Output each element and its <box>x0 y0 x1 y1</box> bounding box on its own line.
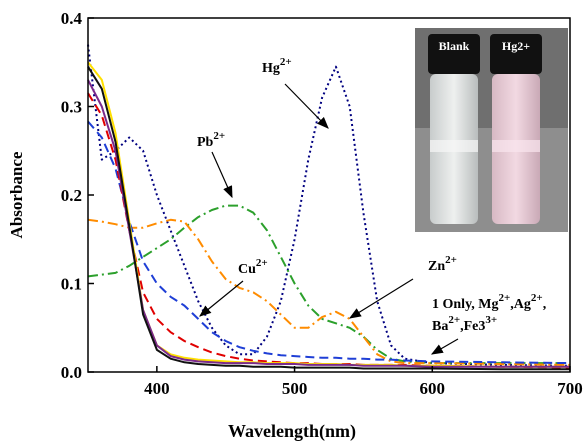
annotation-arrows <box>199 83 459 355</box>
annotation-text: , <box>543 297 547 312</box>
annotation: 1 Only, Mg2+,Ag2+, <box>432 292 546 312</box>
annotation: Zn2+ <box>428 254 457 274</box>
x-tick-label: 600 <box>420 379 446 398</box>
annotation-text: Hg <box>262 61 280 76</box>
series-line <box>87 79 570 368</box>
annotation-superscript: 2+ <box>213 130 225 142</box>
y-tick-label: 0.2 <box>61 186 82 205</box>
annotation: Ba2+,Fe33+ <box>432 314 497 334</box>
series-line <box>87 44 571 367</box>
x-tick-label: 400 <box>144 379 170 398</box>
series-line <box>87 204 570 365</box>
annotation-text: ,Ag <box>510 297 531 312</box>
series-line <box>87 218 571 366</box>
annotation-text: Ba <box>432 319 448 334</box>
arrow <box>211 151 233 199</box>
y-tick-label: 0.3 <box>61 98 82 117</box>
vial-cap <box>428 34 480 74</box>
x-tick-label: 500 <box>282 379 308 398</box>
annotation-text: 1 Only, Mg <box>432 297 499 312</box>
annotation: Hg2+ <box>262 56 292 76</box>
y-tick-label: 0.0 <box>61 363 82 382</box>
vial-glare <box>430 140 478 152</box>
annotation-superscript: 3+ <box>485 314 497 326</box>
annotation-text: Zn <box>428 259 445 274</box>
inset-photo: Blank Hg2+ <box>415 28 568 232</box>
annotation-text: Pb <box>197 135 214 150</box>
inset-label: Blank <box>439 39 470 53</box>
inset-label: Hg2+ <box>502 39 530 53</box>
annotation-text: ,Fe3 <box>460 319 485 334</box>
y-tick-label: 0.4 <box>61 9 83 28</box>
y-axis-title: Absorbance <box>7 151 26 238</box>
y-tick-label: 0.1 <box>61 275 82 294</box>
arrow <box>284 83 329 129</box>
annotation-superscript: 2+ <box>531 292 543 304</box>
annotation-superscript: 2+ <box>448 314 460 326</box>
arrow <box>199 280 244 317</box>
series-line <box>87 66 570 371</box>
arrow <box>348 278 414 319</box>
arrow <box>430 338 459 355</box>
annotation: Pb2+ <box>197 130 225 150</box>
x-tick-label: 700 <box>557 379 583 398</box>
annotation-text: Cu <box>238 262 256 277</box>
annotation-superscript: 2+ <box>256 257 268 269</box>
x-axis-title: Wavelength(nm) <box>228 421 356 442</box>
series-line <box>87 120 571 365</box>
annotation: Cu2+ <box>238 257 268 277</box>
annotation-superscript: 2+ <box>280 56 292 68</box>
annotation-superscript: 2+ <box>499 292 511 304</box>
annotation-superscript: 2+ <box>445 254 457 266</box>
vial-glare <box>492 140 540 152</box>
vial-cap <box>490 34 542 74</box>
